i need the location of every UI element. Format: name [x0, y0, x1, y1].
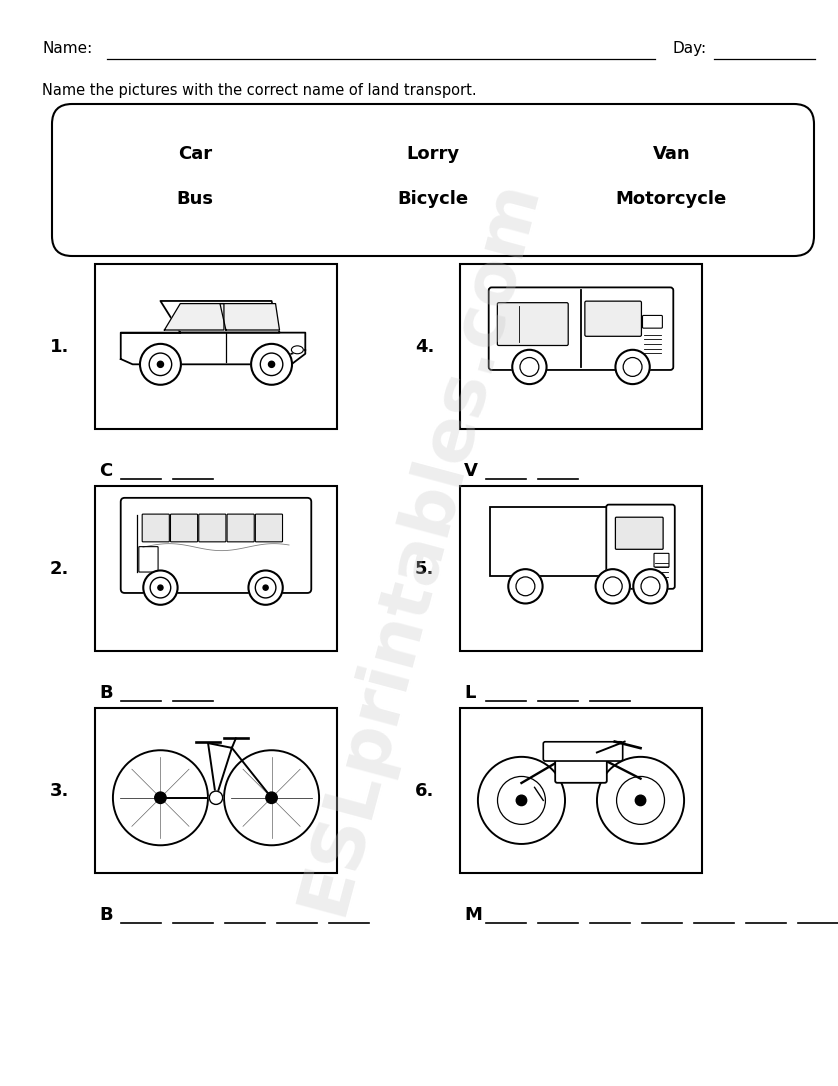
Bar — [95, 487, 337, 651]
Circle shape — [113, 750, 208, 845]
Text: Lorry: Lorry — [406, 146, 459, 163]
Polygon shape — [160, 301, 280, 332]
Circle shape — [597, 757, 684, 844]
Circle shape — [617, 776, 665, 824]
Circle shape — [263, 585, 268, 590]
FancyBboxPatch shape — [142, 514, 169, 542]
Circle shape — [478, 757, 565, 844]
Text: C: C — [99, 462, 112, 480]
Circle shape — [498, 776, 546, 824]
FancyBboxPatch shape — [121, 497, 311, 593]
FancyBboxPatch shape — [543, 742, 623, 761]
Circle shape — [224, 750, 319, 845]
Text: 4.: 4. — [415, 338, 434, 355]
Circle shape — [603, 577, 622, 596]
Circle shape — [143, 570, 178, 605]
Text: 2.: 2. — [50, 559, 70, 578]
Circle shape — [261, 353, 282, 376]
Circle shape — [248, 570, 282, 605]
FancyBboxPatch shape — [227, 514, 254, 542]
Text: Van: Van — [653, 146, 690, 163]
Bar — [95, 264, 337, 429]
FancyBboxPatch shape — [139, 546, 158, 572]
FancyBboxPatch shape — [585, 301, 641, 337]
Circle shape — [512, 350, 546, 384]
FancyBboxPatch shape — [654, 554, 669, 567]
FancyBboxPatch shape — [643, 315, 662, 328]
Text: B: B — [99, 906, 112, 924]
Circle shape — [155, 792, 166, 804]
Bar — [460, 487, 702, 651]
Circle shape — [615, 350, 649, 384]
Text: ESLprintables.com: ESLprintables.com — [287, 171, 551, 921]
Circle shape — [596, 569, 630, 604]
Text: 6.: 6. — [415, 782, 434, 799]
Text: V: V — [464, 462, 478, 480]
FancyBboxPatch shape — [52, 104, 814, 256]
Polygon shape — [164, 304, 224, 330]
Circle shape — [634, 569, 668, 604]
Text: Day:: Day: — [672, 41, 706, 56]
Ellipse shape — [292, 345, 303, 354]
Circle shape — [641, 577, 660, 596]
FancyBboxPatch shape — [556, 750, 607, 783]
Circle shape — [266, 792, 277, 804]
Bar — [489, 507, 608, 576]
Text: Bicycle: Bicycle — [397, 190, 468, 209]
FancyBboxPatch shape — [606, 505, 675, 589]
Bar — [460, 708, 702, 873]
FancyBboxPatch shape — [615, 517, 663, 550]
Text: Bus: Bus — [176, 190, 213, 209]
Circle shape — [268, 362, 275, 367]
Text: Motorcycle: Motorcycle — [616, 190, 727, 209]
FancyBboxPatch shape — [256, 514, 282, 542]
Circle shape — [516, 795, 527, 806]
Polygon shape — [121, 332, 305, 364]
Circle shape — [516, 577, 535, 596]
Circle shape — [251, 344, 292, 384]
Circle shape — [256, 578, 276, 598]
FancyBboxPatch shape — [170, 514, 198, 542]
Text: B: B — [99, 684, 112, 702]
Text: M: M — [464, 906, 482, 924]
Text: 3.: 3. — [50, 782, 70, 799]
Circle shape — [635, 795, 646, 806]
FancyBboxPatch shape — [199, 514, 226, 542]
Circle shape — [623, 357, 642, 377]
Circle shape — [210, 791, 223, 805]
Circle shape — [520, 357, 539, 377]
Circle shape — [149, 353, 172, 376]
Circle shape — [140, 344, 181, 384]
Text: 5.: 5. — [415, 559, 434, 578]
FancyBboxPatch shape — [489, 288, 673, 370]
Bar — [95, 708, 337, 873]
Text: Car: Car — [178, 146, 212, 163]
Text: Name:: Name: — [42, 41, 92, 56]
Circle shape — [150, 578, 171, 598]
Bar — [460, 264, 702, 429]
Circle shape — [158, 362, 163, 367]
Circle shape — [509, 569, 542, 604]
Text: Name the pictures with the correct name of land transport.: Name the pictures with the correct name … — [42, 83, 477, 98]
FancyBboxPatch shape — [497, 303, 568, 345]
Text: L: L — [464, 684, 475, 702]
Circle shape — [158, 585, 163, 590]
Text: 1.: 1. — [50, 338, 70, 355]
Polygon shape — [220, 304, 280, 330]
